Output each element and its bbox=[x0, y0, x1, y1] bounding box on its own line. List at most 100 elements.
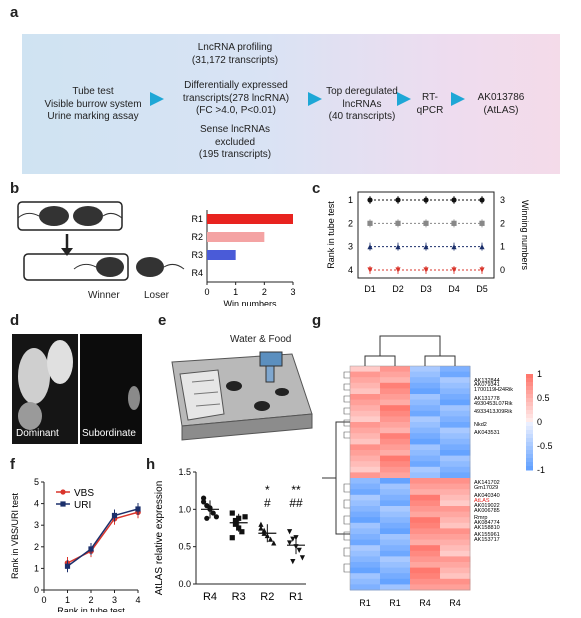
right-tick-label: 0 bbox=[500, 265, 505, 275]
heatmap-cell bbox=[440, 511, 471, 518]
heatmap-cell bbox=[350, 410, 381, 417]
workflow-text: LncRNA profiling bbox=[197, 42, 273, 53]
heatmap-cell bbox=[350, 377, 381, 384]
y-axis-label-left: Rank in tube test bbox=[326, 201, 336, 269]
atlas-expression-chart: 0.0 0.5 1.0 1.5 R4 R3 R2 R1 *# **## AtLAS relative… bbox=[154, 467, 306, 603]
row-dendrogram bbox=[343, 419, 350, 427]
colorbar-segment bbox=[526, 398, 533, 403]
y-tick-label: 3 bbox=[34, 520, 39, 530]
heatmap-cell bbox=[350, 427, 381, 434]
feeder-icon bbox=[265, 365, 275, 383]
heatmap-cell bbox=[440, 489, 471, 496]
tube-test-illustration bbox=[17, 201, 185, 281]
heatmap-frame bbox=[349, 365, 471, 591]
colorbar-segment bbox=[526, 386, 533, 391]
heatmap-cell bbox=[380, 567, 411, 574]
data-point bbox=[201, 499, 207, 505]
heatmap-cell bbox=[440, 517, 471, 524]
data-point bbox=[232, 521, 239, 527]
heatmap-cell bbox=[410, 371, 441, 378]
data-point bbox=[201, 495, 207, 501]
heatmap-cell bbox=[440, 573, 471, 580]
column-label: R4 bbox=[449, 598, 461, 608]
workflow-text: transcripts(278 lncRNA) bbox=[182, 92, 290, 104]
y-tick-label: 5 bbox=[34, 477, 39, 487]
gene-label: 4933413J09Rik bbox=[474, 409, 512, 415]
heatmap-cell bbox=[350, 539, 381, 546]
colorbar-segment bbox=[526, 454, 533, 459]
heatmap-cell bbox=[380, 489, 411, 496]
heatmap-cell bbox=[380, 517, 411, 524]
y-tick-label: 0.0 bbox=[178, 579, 191, 589]
panel-label-d: d bbox=[10, 312, 20, 329]
heatmap-cell bbox=[350, 422, 381, 429]
workflow-sense-excluded: Sense lncRNAs excluded (195 transcripts) bbox=[165, 124, 305, 162]
heatmap-cell bbox=[380, 371, 411, 378]
winner-label: Winner bbox=[88, 290, 120, 301]
heatmap-cell bbox=[380, 461, 411, 468]
heatmap-cell bbox=[440, 450, 471, 457]
heatmap-cell bbox=[350, 578, 381, 585]
heatmap-cell bbox=[410, 461, 441, 468]
heatmap-cell bbox=[410, 382, 441, 389]
gene-label: AK132844 bbox=[474, 378, 500, 384]
colorbar-segment bbox=[526, 422, 533, 427]
heatmap-cell bbox=[410, 578, 441, 585]
heatmap-cell bbox=[410, 366, 441, 373]
workflow-differential: Differentially expressed transcripts(278… bbox=[160, 80, 312, 118]
gene-label: AK040340 bbox=[474, 493, 500, 499]
gene-label: AK141702 bbox=[474, 480, 500, 486]
panel-label-g: g bbox=[312, 312, 322, 329]
heatmap-cell bbox=[380, 539, 411, 546]
arrow-right-icon bbox=[308, 92, 322, 106]
heatmap-cell bbox=[440, 399, 471, 406]
colorbar-tick-label: -0.5 bbox=[537, 441, 553, 451]
colorbar-segment bbox=[526, 406, 533, 411]
x-tick-label: D4 bbox=[448, 284, 460, 294]
heatmap-cell bbox=[440, 416, 471, 423]
heatmap-cell bbox=[350, 388, 381, 395]
heatmap-cell bbox=[410, 422, 441, 429]
heatmap-cell bbox=[350, 399, 381, 406]
gene-label: AK155961 bbox=[474, 532, 500, 538]
heatmap-cell bbox=[380, 377, 411, 384]
plot-frame bbox=[357, 191, 495, 279]
panel-label-h: h bbox=[146, 456, 156, 473]
heatmap-cell bbox=[440, 545, 471, 552]
heatmap-cell bbox=[410, 511, 441, 518]
category-label: R3 bbox=[191, 250, 203, 260]
heatmap-cell bbox=[350, 405, 381, 412]
colorbar-segment bbox=[526, 390, 533, 395]
x-tick-label: 3 bbox=[290, 287, 295, 297]
heatmap-cell bbox=[440, 500, 471, 507]
data-point bbox=[213, 514, 219, 520]
x-tick-label: D1 bbox=[364, 284, 376, 294]
heatmap-cell bbox=[350, 444, 381, 451]
arrow-right-icon bbox=[397, 92, 411, 106]
x-axis-label: Rank in tube test bbox=[57, 606, 125, 612]
heatmap-cell bbox=[380, 427, 411, 434]
x-axis-label: Win numbers bbox=[223, 299, 277, 306]
left-tick-label: 1 bbox=[348, 195, 353, 205]
gene-label: Nkd2 bbox=[474, 422, 487, 428]
row-dendrogram bbox=[343, 395, 350, 403]
workflow-text: Urine marking assay bbox=[47, 111, 139, 122]
data-point bbox=[204, 515, 210, 521]
column-dendrogram bbox=[379, 335, 441, 356]
mouse-tail-icon bbox=[102, 212, 123, 219]
row-dendrogram bbox=[335, 421, 350, 535]
heatmap-cell bbox=[350, 522, 381, 529]
workflow-text: (40 transcripts) bbox=[328, 111, 396, 122]
heatmap-cell bbox=[350, 466, 381, 473]
heatmap-cell bbox=[380, 438, 411, 445]
heatmap-cell bbox=[350, 489, 381, 496]
x-tick-label: 1 bbox=[233, 287, 238, 297]
heatmap-cell bbox=[410, 494, 441, 501]
feeder-icon bbox=[259, 351, 283, 367]
heatmap-cell bbox=[410, 556, 441, 563]
colorbar-segment bbox=[526, 462, 533, 467]
heatmap-cell bbox=[440, 438, 471, 445]
heatmap-cell bbox=[380, 433, 411, 440]
colorbar-segment bbox=[526, 442, 533, 447]
heatmap-cell bbox=[380, 366, 411, 373]
